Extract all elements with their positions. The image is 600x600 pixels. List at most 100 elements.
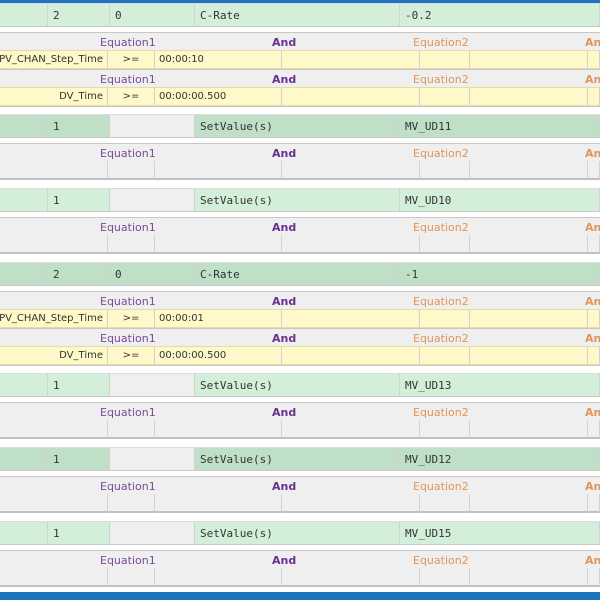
step-cell[interactable] (0, 522, 48, 544)
condition-operator[interactable]: >= (108, 309, 155, 328)
condition-value[interactable] (470, 494, 588, 513)
step-cell[interactable] (0, 263, 48, 285)
step-cell[interactable]: SetValue(s) (195, 374, 400, 396)
condition-variable[interactable] (0, 568, 108, 587)
step-cell[interactable] (0, 189, 48, 211)
step-cell[interactable]: 1 (48, 448, 110, 470)
condition-value[interactable] (155, 420, 282, 439)
condition-value[interactable] (470, 235, 588, 254)
condition-variable[interactable] (282, 87, 420, 106)
step-cell[interactable]: SetValue(s) (195, 448, 400, 470)
step-cell[interactable]: -0.2 (400, 4, 600, 26)
condition-row[interactable] (0, 235, 600, 254)
step-cell[interactable]: 2 (48, 4, 110, 26)
step-row[interactable]: 1 SetValue(s) MV_UD11 (0, 114, 600, 138)
condition-variable[interactable] (588, 494, 600, 513)
condition-variable[interactable] (588, 235, 600, 254)
condition-value[interactable] (155, 568, 282, 587)
step-cell[interactable]: C-Rate (195, 263, 400, 285)
condition-variable[interactable]: PV_CHAN_Step_Time (0, 50, 108, 69)
condition-variable[interactable] (588, 161, 600, 180)
step-row[interactable]: 2 0 C-Rate -0.2 (0, 3, 600, 27)
step-cell[interactable]: SetValue(s) (195, 522, 400, 544)
step-cell[interactable]: 0 (110, 4, 195, 26)
condition-row[interactable] (0, 568, 600, 587)
step-cell[interactable] (110, 115, 195, 137)
step-cell[interactable]: 1 (48, 189, 110, 211)
condition-row[interactable] (0, 161, 600, 180)
condition-variable[interactable] (282, 568, 420, 587)
condition-variable[interactable] (0, 420, 108, 439)
condition-value[interactable]: 00:00:00.500 (155, 87, 282, 106)
condition-operator[interactable] (420, 420, 470, 439)
condition-operator[interactable] (420, 87, 470, 106)
condition-variable[interactable]: PV_CHAN_Step_Time (0, 309, 108, 328)
step-cell[interactable]: 1 (48, 522, 110, 544)
condition-value[interactable] (470, 50, 588, 69)
condition-variable[interactable] (588, 87, 600, 106)
condition-row[interactable] (0, 420, 600, 439)
step-cell[interactable]: 0 (110, 263, 195, 285)
step-cell[interactable]: C-Rate (195, 4, 400, 26)
condition-operator[interactable] (420, 235, 470, 254)
step-cell[interactable] (110, 189, 195, 211)
step-row[interactable]: 1 SetValue(s) MV_UD15 (0, 521, 600, 545)
condition-operator[interactable] (108, 568, 155, 587)
condition-row[interactable] (0, 494, 600, 513)
condition-variable[interactable] (0, 235, 108, 254)
step-cell[interactable]: MV_UD15 (400, 522, 600, 544)
condition-value[interactable] (155, 161, 282, 180)
step-row[interactable]: 1 SetValue(s) MV_UD13 (0, 373, 600, 397)
condition-operator[interactable] (420, 309, 470, 328)
condition-row[interactable]: DV_Time >= 00:00:00.500 (0, 346, 600, 366)
step-row[interactable]: 1 SetValue(s) MV_UD10 (0, 188, 600, 212)
condition-operator[interactable] (420, 50, 470, 69)
condition-operator[interactable] (420, 494, 470, 513)
condition-value[interactable]: 00:00:01 (155, 309, 282, 328)
step-cell[interactable]: 1 (48, 374, 110, 396)
condition-value[interactable] (155, 494, 282, 513)
condition-value[interactable] (470, 420, 588, 439)
step-cell[interactable]: MV_UD13 (400, 374, 600, 396)
condition-operator[interactable] (108, 235, 155, 254)
condition-variable[interactable] (588, 346, 600, 365)
condition-variable[interactable] (282, 420, 420, 439)
condition-variable[interactable] (282, 161, 420, 180)
condition-variable[interactable]: DV_Time (0, 346, 108, 365)
step-cell[interactable]: -1 (400, 263, 600, 285)
condition-variable[interactable] (282, 346, 420, 365)
condition-variable[interactable] (588, 420, 600, 439)
condition-operator[interactable] (420, 568, 470, 587)
step-cell[interactable]: SetValue(s) (195, 189, 400, 211)
step-cell[interactable]: MV_UD11 (400, 115, 600, 137)
condition-operator[interactable]: >= (108, 346, 155, 365)
step-cell[interactable] (110, 522, 195, 544)
condition-variable[interactable]: DV_Time (0, 87, 108, 106)
condition-variable[interactable] (282, 494, 420, 513)
condition-variable[interactable] (0, 494, 108, 513)
bottom-scrollbar[interactable] (0, 592, 600, 600)
condition-value[interactable] (470, 568, 588, 587)
condition-value[interactable] (155, 235, 282, 254)
condition-row[interactable]: PV_CHAN_Step_Time >= 00:00:10 (0, 50, 600, 70)
condition-row[interactable]: DV_Time >= 00:00:00.500 (0, 87, 600, 107)
condition-variable[interactable] (588, 568, 600, 587)
step-cell[interactable] (110, 448, 195, 470)
condition-value[interactable]: 00:00:10 (155, 50, 282, 69)
condition-operator[interactable] (108, 420, 155, 439)
condition-operator[interactable]: >= (108, 50, 155, 69)
condition-value[interactable] (470, 346, 588, 365)
step-cell[interactable]: 2 (48, 263, 110, 285)
step-cell[interactable] (0, 448, 48, 470)
condition-variable[interactable] (588, 50, 600, 69)
step-cell[interactable] (0, 4, 48, 26)
step-cell[interactable]: SetValue(s) (195, 115, 400, 137)
condition-operator[interactable] (108, 161, 155, 180)
step-cell[interactable] (0, 115, 48, 137)
condition-operator[interactable] (420, 161, 470, 180)
condition-variable[interactable] (282, 50, 420, 69)
condition-operator[interactable]: >= (108, 87, 155, 106)
step-cell[interactable] (0, 374, 48, 396)
step-row[interactable]: 1 SetValue(s) MV_UD12 (0, 447, 600, 471)
condition-value[interactable]: 00:00:00.500 (155, 346, 282, 365)
